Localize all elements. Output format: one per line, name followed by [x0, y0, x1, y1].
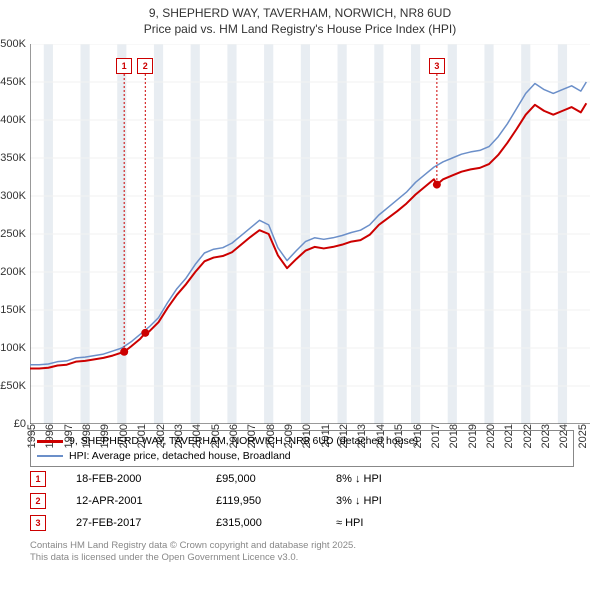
- chart-container: 9, SHEPHERD WAY, TAVERHAM, NORWICH, NR8 …: [0, 0, 600, 590]
- y-tick-label: £300K: [0, 190, 30, 202]
- footer-line1: Contains HM Land Registry data © Crown c…: [30, 540, 356, 552]
- y-tick-label: £250K: [0, 228, 30, 240]
- transaction-price: £315,000: [216, 517, 336, 529]
- legend-text: HPI: Average price, detached house, Broa…: [69, 449, 291, 464]
- legend-row: 9, SHEPHERD WAY, TAVERHAM, NORWICH, NR8 …: [37, 434, 567, 449]
- chart-area: £0£50K£100K£150K£200K£250K£300K£350K£400…: [30, 44, 590, 424]
- y-tick-label: £150K: [0, 304, 30, 316]
- transaction-date: 18-FEB-2000: [76, 473, 216, 485]
- y-tick-label: £350K: [0, 152, 30, 164]
- transaction-marker: 3: [30, 515, 46, 531]
- transaction-row: 2 12-APR-2001£119,9503% ↓ HPI: [30, 490, 570, 512]
- transaction-price: £119,950: [216, 495, 336, 507]
- transaction-relative: ≈ HPI: [336, 517, 570, 529]
- transaction-flag: 3: [429, 58, 445, 74]
- transaction-row: 1 18-FEB-2000£95,0008% ↓ HPI: [30, 468, 570, 490]
- chart-svg: [30, 44, 590, 424]
- transaction-marker: 2: [30, 493, 46, 509]
- transaction-flag: 2: [137, 58, 153, 74]
- transaction-row: 3 27-FEB-2017£315,000≈ HPI: [30, 512, 570, 534]
- footer: Contains HM Land Registry data © Crown c…: [30, 540, 356, 565]
- legend-swatch: [37, 455, 63, 457]
- title-line1: 9, SHEPHERD WAY, TAVERHAM, NORWICH, NR8 …: [0, 6, 600, 22]
- title-block: 9, SHEPHERD WAY, TAVERHAM, NORWICH, NR8 …: [0, 0, 600, 37]
- transaction-date: 27-FEB-2017: [76, 517, 216, 529]
- y-tick-label: £200K: [0, 266, 30, 278]
- transaction-flag: 1: [116, 58, 132, 74]
- transaction-price: £95,000: [216, 473, 336, 485]
- legend-row: HPI: Average price, detached house, Broa…: [37, 449, 567, 464]
- y-tick-label: £400K: [0, 114, 30, 126]
- legend-box: 9, SHEPHERD WAY, TAVERHAM, NORWICH, NR8 …: [30, 430, 574, 467]
- transaction-relative: 3% ↓ HPI: [336, 495, 570, 507]
- y-tick-label: £50K: [0, 380, 30, 392]
- y-tick-label: £100K: [0, 342, 30, 354]
- transactions-table: 1 18-FEB-2000£95,0008% ↓ HPI 2 12-APR-2001£…: [30, 468, 570, 534]
- legend-swatch: [37, 440, 63, 443]
- footer-line2: This data is licensed under the Open Gov…: [30, 552, 356, 564]
- transaction-relative: 8% ↓ HPI: [336, 473, 570, 485]
- y-tick-label: £500K: [0, 38, 30, 50]
- x-tick-label: 2025: [573, 424, 589, 448]
- title-line2: Price paid vs. HM Land Registry's House …: [0, 22, 600, 38]
- legend-text: 9, SHEPHERD WAY, TAVERHAM, NORWICH, NR8 …: [69, 434, 418, 449]
- y-tick-label: £450K: [0, 76, 30, 88]
- transaction-marker: 1: [30, 471, 46, 487]
- transaction-date: 12-APR-2001: [76, 495, 216, 507]
